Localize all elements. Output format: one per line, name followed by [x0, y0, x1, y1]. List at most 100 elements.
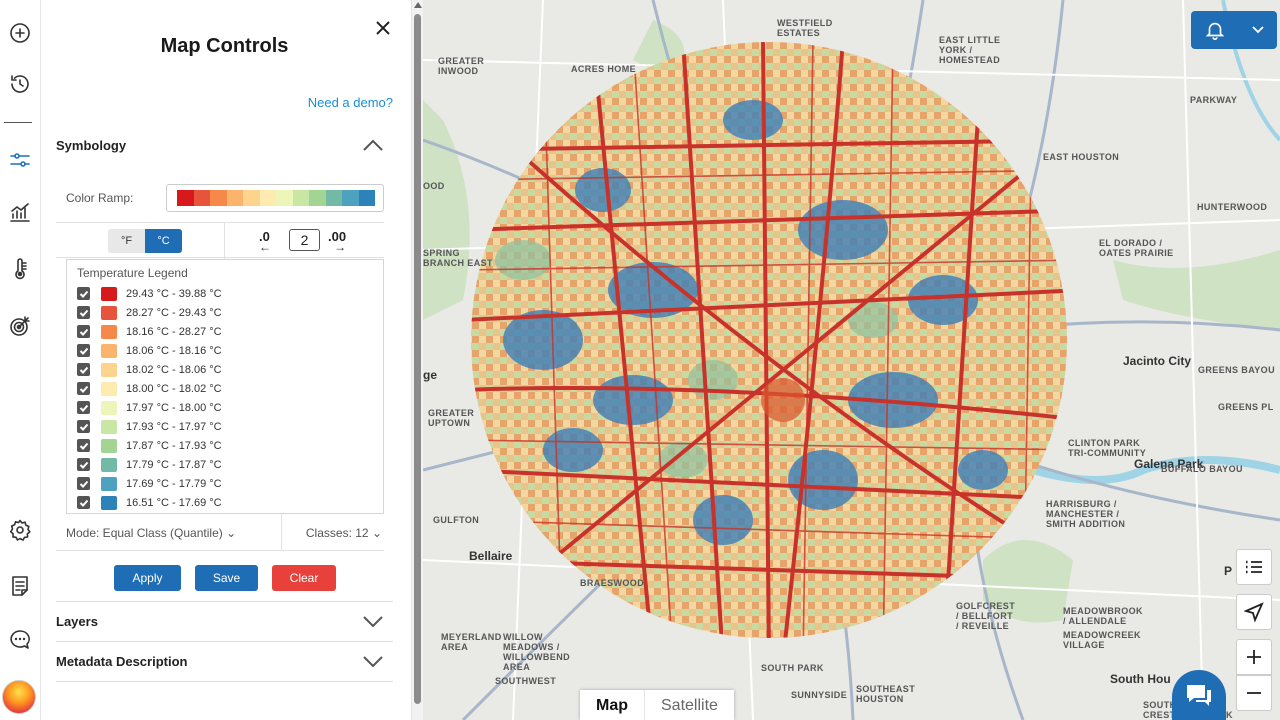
legend-checkbox[interactable] [77, 496, 90, 509]
chevron-down-icon [1251, 26, 1264, 34]
chart-icon[interactable] [4, 196, 36, 228]
user-avatar[interactable] [2, 680, 36, 714]
color-ramp-swatch [342, 190, 359, 206]
unit-decimal-row: °F °C .0 ← 2 .00 → [56, 222, 384, 259]
settings-gear-icon[interactable] [4, 514, 36, 546]
legend-checkbox[interactable] [77, 401, 90, 414]
color-ramp-swatch [325, 190, 342, 206]
legend-range-label: 18.02 °C - 18.06 °C [126, 363, 222, 376]
divider [56, 601, 393, 602]
support-chat-button[interactable] [1172, 670, 1226, 720]
map-place-label: BRAESWOOD [580, 578, 645, 588]
legend-row: 16.51 °C - 17.69 °C [77, 493, 222, 512]
map-place-label: GULFTON [433, 515, 480, 525]
symbology-section-header[interactable]: Symbology [56, 125, 384, 165]
mode-label: Mode: Equal Class (Quantile) [66, 526, 223, 540]
legend-row: 17.69 °C - 17.79 °C [77, 474, 222, 493]
apply-button[interactable]: Apply [114, 565, 181, 591]
legend-checkbox[interactable] [77, 363, 90, 376]
divider [56, 641, 393, 642]
save-button[interactable]: Save [195, 565, 258, 591]
sliders-icon[interactable] [4, 144, 36, 176]
map-place-label: GOLFCREST / BELLFORT / REVEILLE [956, 601, 1016, 631]
map-place-label: MEADOWCREEK VILLAGE [1063, 630, 1141, 650]
legend-row: 17.93 °C - 17.97 °C [77, 417, 222, 436]
legend-checkbox[interactable] [77, 287, 90, 300]
legend-checkbox[interactable] [77, 344, 90, 357]
layers-section-header[interactable]: Layers [56, 601, 384, 641]
map-place-label: EAST HOUSTON [1043, 152, 1120, 162]
zoom-out-button[interactable] [1236, 675, 1272, 711]
color-ramp-swatch [243, 190, 260, 206]
minus-icon [1247, 692, 1261, 694]
legend-row: 18.00 °C - 18.02 °C [77, 379, 222, 398]
legend-list-button[interactable] [1236, 549, 1272, 585]
legend-checkbox[interactable] [77, 382, 90, 395]
zoom-in-button[interactable] [1236, 639, 1272, 675]
notes-icon[interactable] [4, 570, 36, 602]
layers-label: Layers [56, 613, 98, 629]
scrollbar-thumb[interactable] [414, 14, 421, 704]
legend-range-label: 18.16 °C - 28.27 °C [126, 325, 222, 338]
checkmark-icon [79, 404, 88, 412]
legend-range-label: 17.87 °C - 17.93 °C [126, 439, 222, 452]
legend-row: 17.79 °C - 17.87 °C [77, 455, 222, 474]
decimals-input[interactable]: 2 [289, 229, 320, 251]
arrow-left-icon: ← [259, 240, 271, 254]
map-place-label: Galena Park [1134, 457, 1204, 471]
thermometer-icon[interactable] [4, 253, 36, 285]
legend-row: 18.06 °C - 18.16 °C [77, 341, 222, 360]
locate-button[interactable] [1236, 594, 1272, 630]
temperature-legend: Temperature Legend 29.43 °C - 39.88 °C 28… [66, 259, 384, 514]
legend-checkbox[interactable] [77, 306, 90, 319]
metadata-section-header[interactable]: Metadata Description [56, 641, 384, 681]
checkmark-icon [79, 328, 88, 336]
chat-bubble-icon[interactable] [4, 624, 36, 656]
mode-dropdown[interactable]: Mode: Equal Class (Quantile) ⌄ [66, 526, 236, 540]
chevron-down-icon [363, 656, 383, 668]
map-place-label: CLINTON PARK TRI-COMMUNITY [1068, 438, 1147, 458]
unit-celsius-button[interactable]: °C [145, 229, 182, 253]
legend-swatch [101, 286, 117, 301]
color-ramp-swatch [210, 190, 227, 206]
map-place-label: Bellaire [469, 549, 513, 563]
left-rail [0, 0, 41, 720]
checkmark-icon [79, 347, 88, 355]
target-icon[interactable] [4, 310, 36, 342]
map-place-label: SOUTHEAST HOUSTON [856, 684, 916, 704]
clear-button[interactable]: Clear [272, 565, 336, 591]
scroll-up-arrow-icon[interactable] [414, 2, 422, 8]
color-ramp-swatch [292, 190, 309, 206]
bell-icon [1205, 22, 1224, 40]
legend-checkbox[interactable] [77, 477, 90, 490]
add-circle-icon[interactable] [4, 17, 36, 49]
legend-range-label: 17.97 °C - 18.00 °C [126, 401, 222, 414]
legend-checkbox[interactable] [77, 325, 90, 338]
color-ramp-swatch [259, 190, 276, 206]
legend-checkbox[interactable] [77, 458, 90, 471]
legend-swatch [101, 343, 117, 358]
notifications-button[interactable] [1191, 11, 1277, 49]
close-icon[interactable] [372, 17, 394, 39]
chevron-down-icon [363, 616, 383, 628]
map-place-label: GREENS PL [1218, 402, 1274, 412]
checkmark-icon [79, 366, 88, 374]
color-ramp-selector[interactable] [166, 184, 384, 212]
increase-decimals-button[interactable]: .00 → [328, 230, 346, 253]
legend-checkbox[interactable] [77, 439, 90, 452]
map-type-map-button[interactable]: Map [596, 697, 628, 714]
panel-scrollbar[interactable] [411, 0, 423, 720]
decrease-decimals-button[interactable]: .0 ← [259, 230, 271, 254]
color-ramp-swatch [309, 190, 326, 206]
legend-swatch [101, 324, 117, 339]
legend-checkbox[interactable] [77, 420, 90, 433]
unit-fahrenheit-button[interactable]: °F [108, 229, 145, 253]
classes-dropdown[interactable]: Classes: 12 ⌄ [306, 526, 382, 540]
map-place-label: SOUTHWEST [495, 676, 557, 686]
chevron-down-icon: ⌄ [371, 526, 382, 540]
need-demo-link[interactable]: Need a demo? [307, 95, 393, 110]
map-type-satellite-button[interactable]: Satellite [644, 690, 734, 720]
list-icon [1246, 560, 1262, 574]
history-icon[interactable] [4, 68, 36, 100]
map-view[interactable]: WESTFIELD ESTATES EAST LITTLE YORK / HOME… [423, 0, 1280, 720]
